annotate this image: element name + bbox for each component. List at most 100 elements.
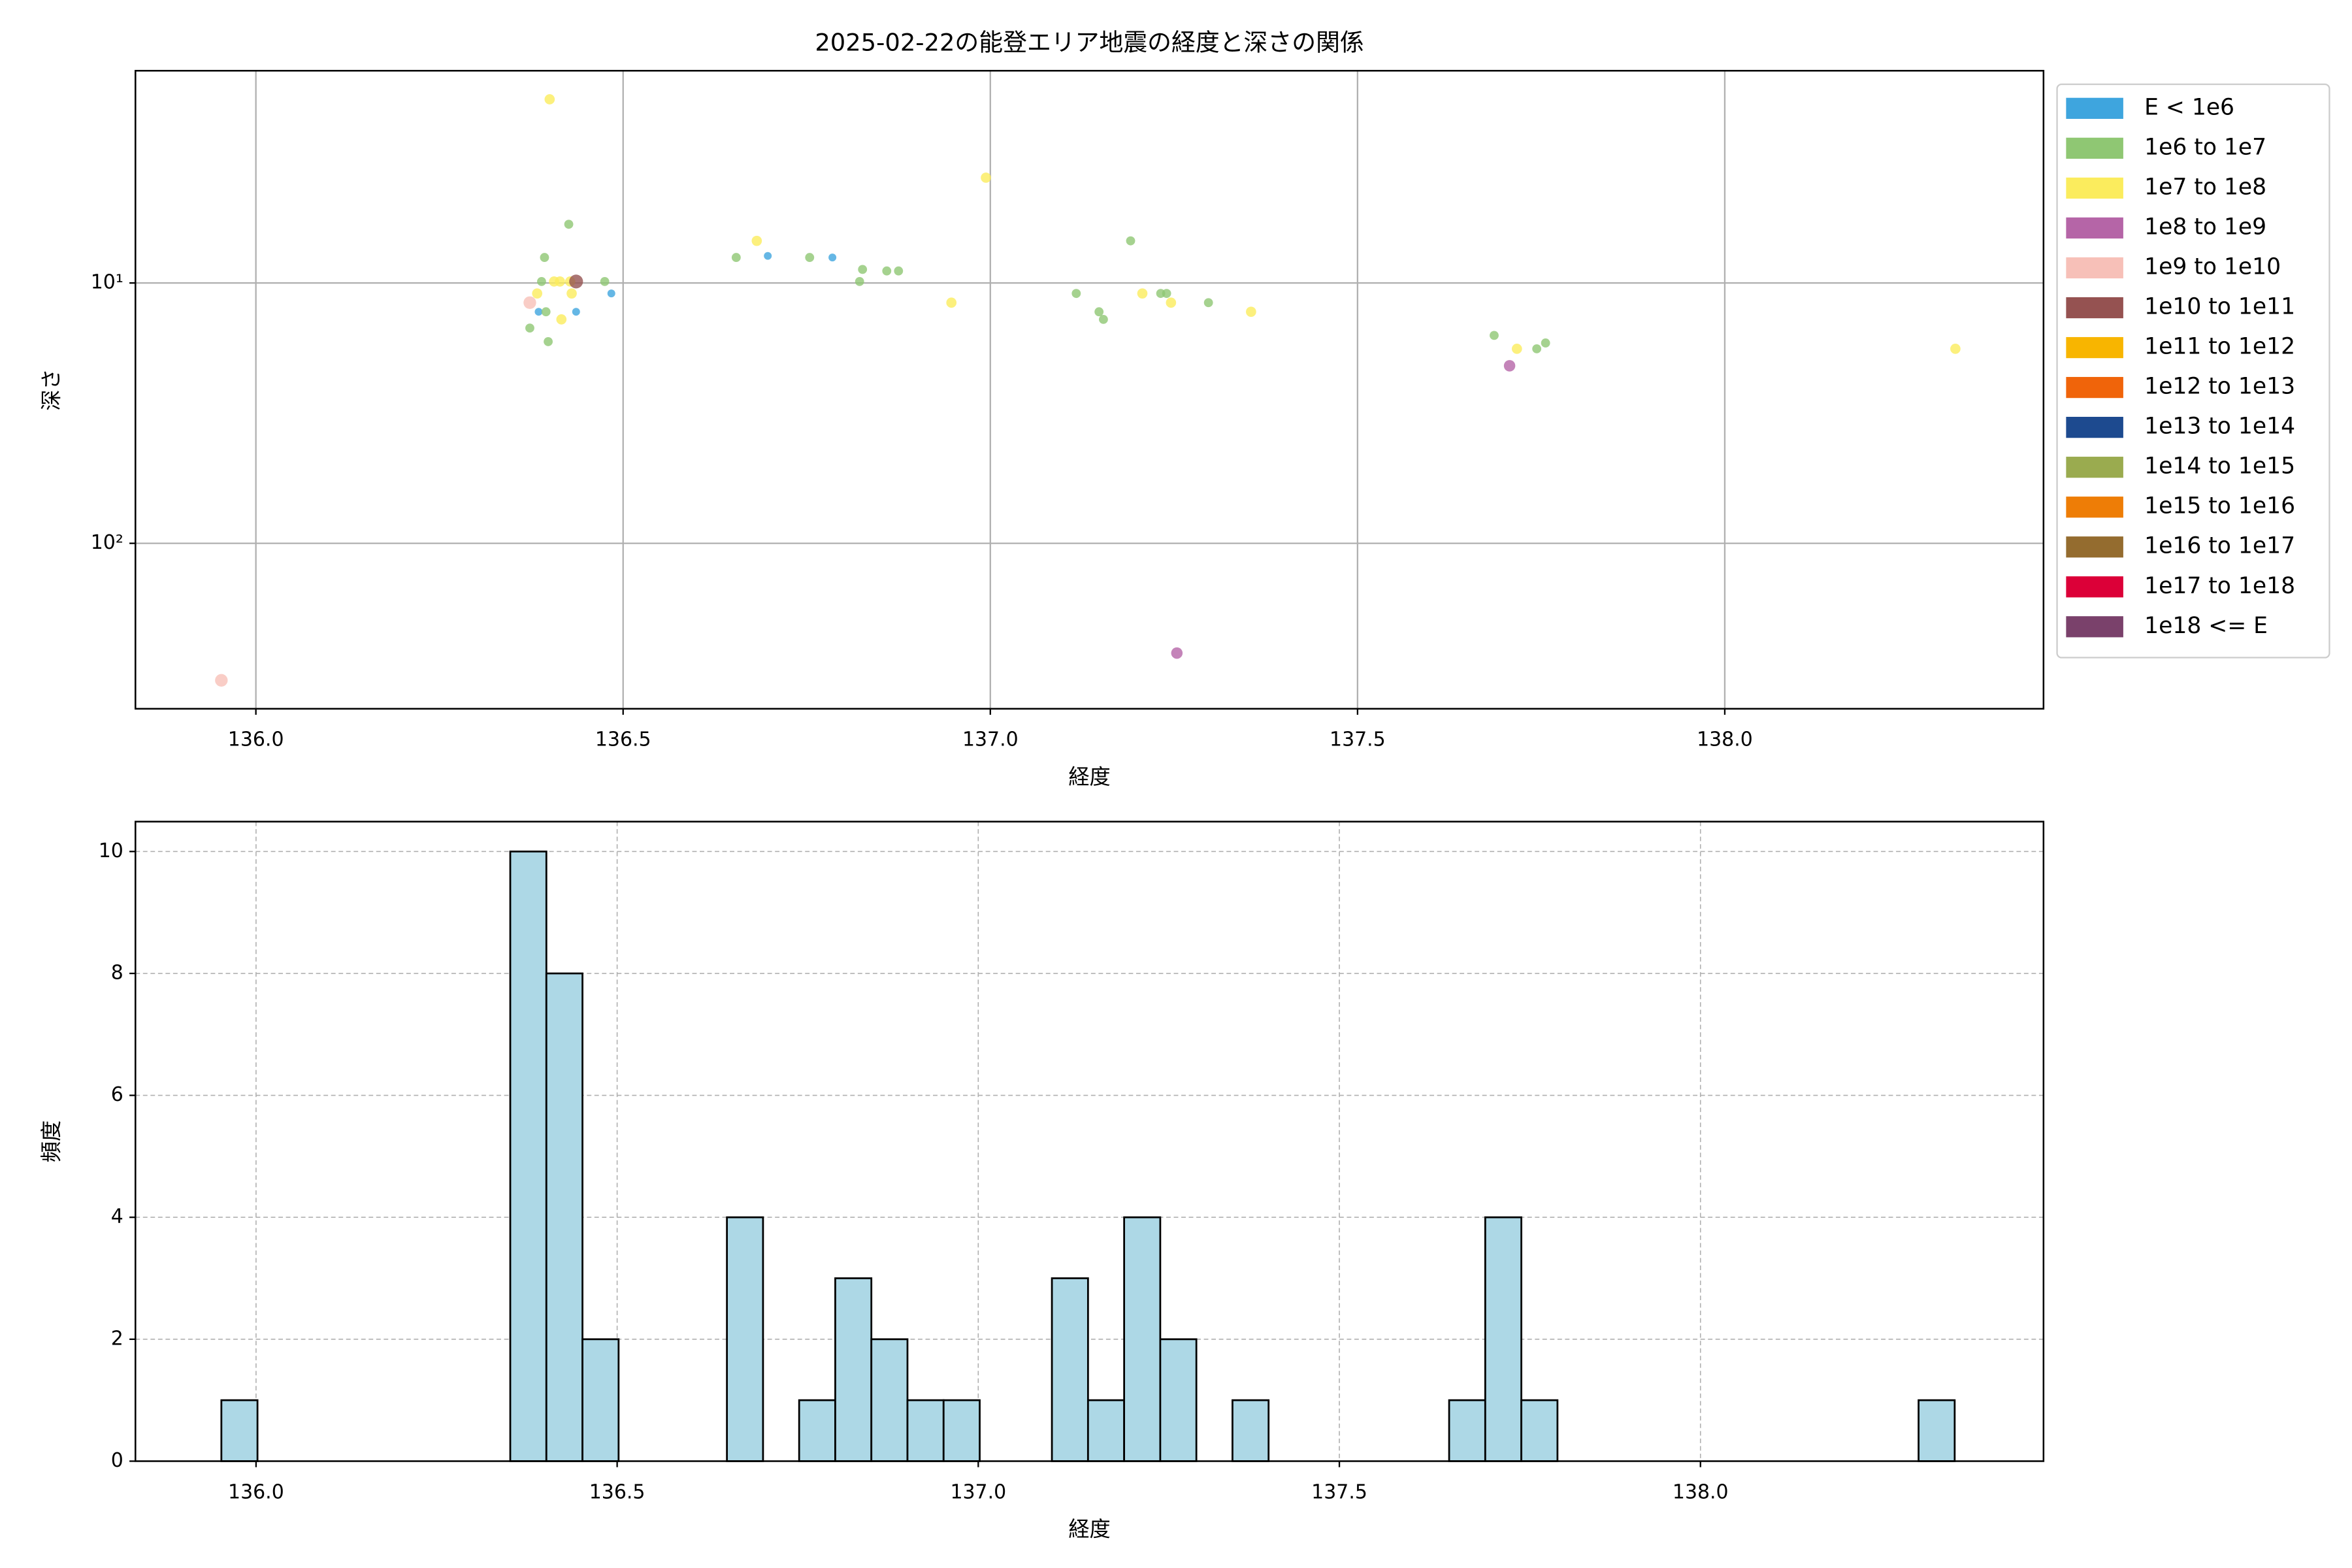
point — [1162, 289, 1171, 299]
point — [537, 276, 546, 286]
legend-label: 1e7 to 1e8 — [2144, 174, 2266, 200]
legend-swatch — [2066, 137, 2123, 159]
legend-swatch — [2066, 457, 2123, 478]
point — [764, 252, 772, 260]
bar — [1051, 1277, 1089, 1462]
x-axis-label: 経度 — [1068, 1516, 1110, 1541]
x-tick-label: 136.5 — [595, 728, 651, 751]
point — [1246, 306, 1256, 318]
x-tick-label: 136.5 — [589, 1480, 645, 1503]
legend-swatch — [2066, 177, 2123, 199]
point — [855, 276, 864, 286]
bar — [1232, 1399, 1270, 1462]
x-axis-label: 経度 — [1068, 764, 1110, 789]
point — [1503, 360, 1516, 372]
legend-swatch — [2066, 297, 2123, 319]
point — [569, 274, 583, 289]
x-tick-label: 138.0 — [1673, 1480, 1729, 1503]
legend-swatch — [2066, 376, 2123, 399]
axes-frame — [135, 821, 2045, 1462]
legend-label: 1e13 to 1e14 — [2144, 414, 2295, 440]
x-tick-label: 137.5 — [1330, 728, 1386, 751]
point — [1166, 297, 1177, 308]
bar — [726, 1216, 764, 1462]
point — [1094, 307, 1104, 317]
point — [566, 288, 577, 299]
legend-label: 1e11 to 1e12 — [2144, 334, 2295, 360]
point — [946, 297, 957, 308]
point — [600, 276, 610, 286]
bar — [798, 1399, 836, 1462]
y-axis-label: 深さ — [39, 368, 64, 410]
point — [1511, 344, 1522, 354]
axes-frame — [135, 69, 2045, 710]
legend-label: 1e6 to 1e7 — [2144, 134, 2266, 160]
y-tick-label: 10² — [91, 531, 123, 554]
point — [523, 296, 536, 309]
legend-swatch — [2066, 336, 2123, 359]
point — [564, 220, 574, 229]
point — [1532, 344, 1542, 353]
y-axis-label: 頻度 — [39, 1120, 64, 1162]
point — [858, 265, 868, 274]
point — [805, 253, 815, 262]
point — [1126, 236, 1135, 246]
legend-swatch — [2066, 576, 2123, 598]
bar — [906, 1399, 945, 1462]
point — [828, 253, 837, 262]
y-tick-label: 10¹ — [91, 271, 123, 294]
point — [1950, 344, 1961, 354]
x-tick-label: 137.0 — [962, 728, 1019, 751]
legend-label: E < 1e6 — [2144, 94, 2234, 120]
legend-box — [2056, 83, 2330, 659]
point — [751, 235, 762, 246]
bar — [1086, 1399, 1126, 1462]
y-tick-label: 6 — [111, 1083, 123, 1106]
y-tick-label: 0 — [111, 1449, 123, 1472]
legend-label: 1e9 to 1e10 — [2144, 253, 2281, 280]
point — [215, 674, 228, 687]
point — [894, 266, 904, 276]
point — [731, 253, 741, 262]
y-tick-label: 4 — [111, 1205, 123, 1228]
bar — [942, 1399, 981, 1462]
bar — [1484, 1216, 1522, 1462]
legend-label: 1e17 to 1e18 — [2144, 573, 2295, 599]
x-tick-label: 136.0 — [228, 1480, 284, 1503]
y-tick-label: 8 — [111, 961, 123, 984]
chart-title: 2025-02-22の能登エリア地震の経度と深さの関係 — [815, 28, 1364, 56]
point — [1490, 331, 1499, 340]
bar — [220, 1399, 259, 1462]
point — [525, 323, 534, 333]
legend-swatch — [2066, 536, 2123, 558]
bar — [1159, 1338, 1198, 1462]
bar — [1123, 1216, 1162, 1462]
x-tick-label: 137.0 — [950, 1480, 1006, 1503]
point — [882, 266, 892, 276]
bar — [870, 1338, 909, 1462]
legend-swatch — [2066, 97, 2123, 119]
point — [532, 288, 543, 299]
x-tick-label: 138.0 — [1697, 728, 1753, 751]
point — [1171, 647, 1183, 659]
legend-swatch — [2066, 417, 2123, 438]
y-tick-label: 2 — [111, 1327, 123, 1350]
legend-label: 1e8 to 1e9 — [2144, 214, 2266, 240]
point — [544, 94, 555, 105]
point — [1071, 289, 1081, 299]
legend-label: 1e10 to 1e11 — [2144, 294, 2295, 320]
point — [556, 314, 567, 325]
bar — [509, 850, 547, 1462]
legend-label: 1e18 <= E — [2144, 613, 2268, 639]
legend-swatch — [2066, 616, 2123, 638]
bar — [1448, 1399, 1486, 1462]
y-tick-label: 10 — [99, 840, 123, 862]
point — [534, 308, 543, 316]
legend-swatch — [2066, 497, 2123, 518]
bar — [834, 1277, 873, 1462]
x-tick-label: 137.5 — [1311, 1480, 1367, 1503]
point — [1541, 338, 1550, 348]
